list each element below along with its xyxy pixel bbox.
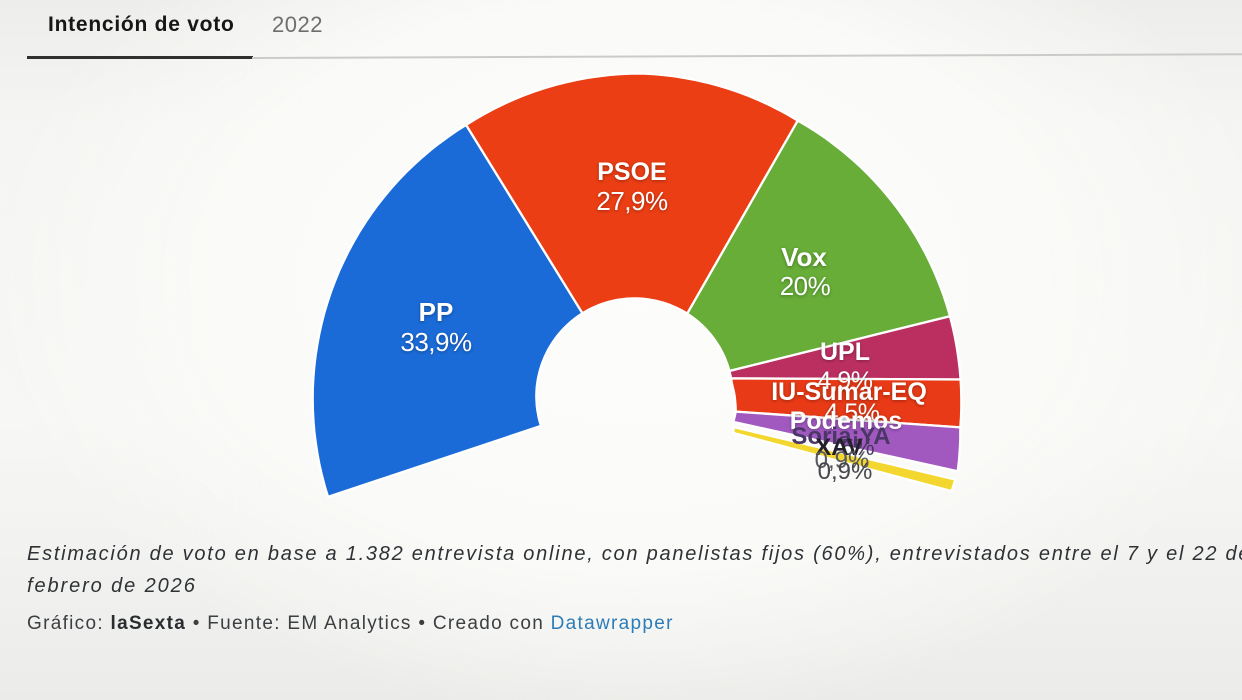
svg-text:4,9%: 4,9%	[818, 367, 873, 395]
svg-text:Vox: Vox	[781, 242, 827, 272]
svg-text:Podemos: Podemos	[790, 407, 903, 435]
svg-text:IU-Sumar-EQ: IU-Sumar-EQ	[771, 378, 927, 406]
svg-text:XAV: XAV	[815, 434, 863, 461]
svg-text:Soria¡YA: Soria¡YA	[791, 423, 890, 450]
svg-text:4,5%: 4,5%	[825, 399, 880, 427]
svg-text:5%: 5%	[841, 434, 874, 460]
svg-text:UPL: UPL	[820, 338, 870, 366]
svg-text:PP: PP	[419, 297, 454, 327]
svg-text:20%: 20%	[780, 271, 831, 301]
svg-text:0,9%: 0,9%	[818, 458, 873, 485]
svg-text:27,9%: 27,9%	[596, 186, 668, 216]
svg-text:0,9%: 0,9%	[815, 447, 870, 474]
svg-text:33,9%: 33,9%	[400, 327, 472, 357]
svg-text:PSOE: PSOE	[597, 158, 666, 186]
